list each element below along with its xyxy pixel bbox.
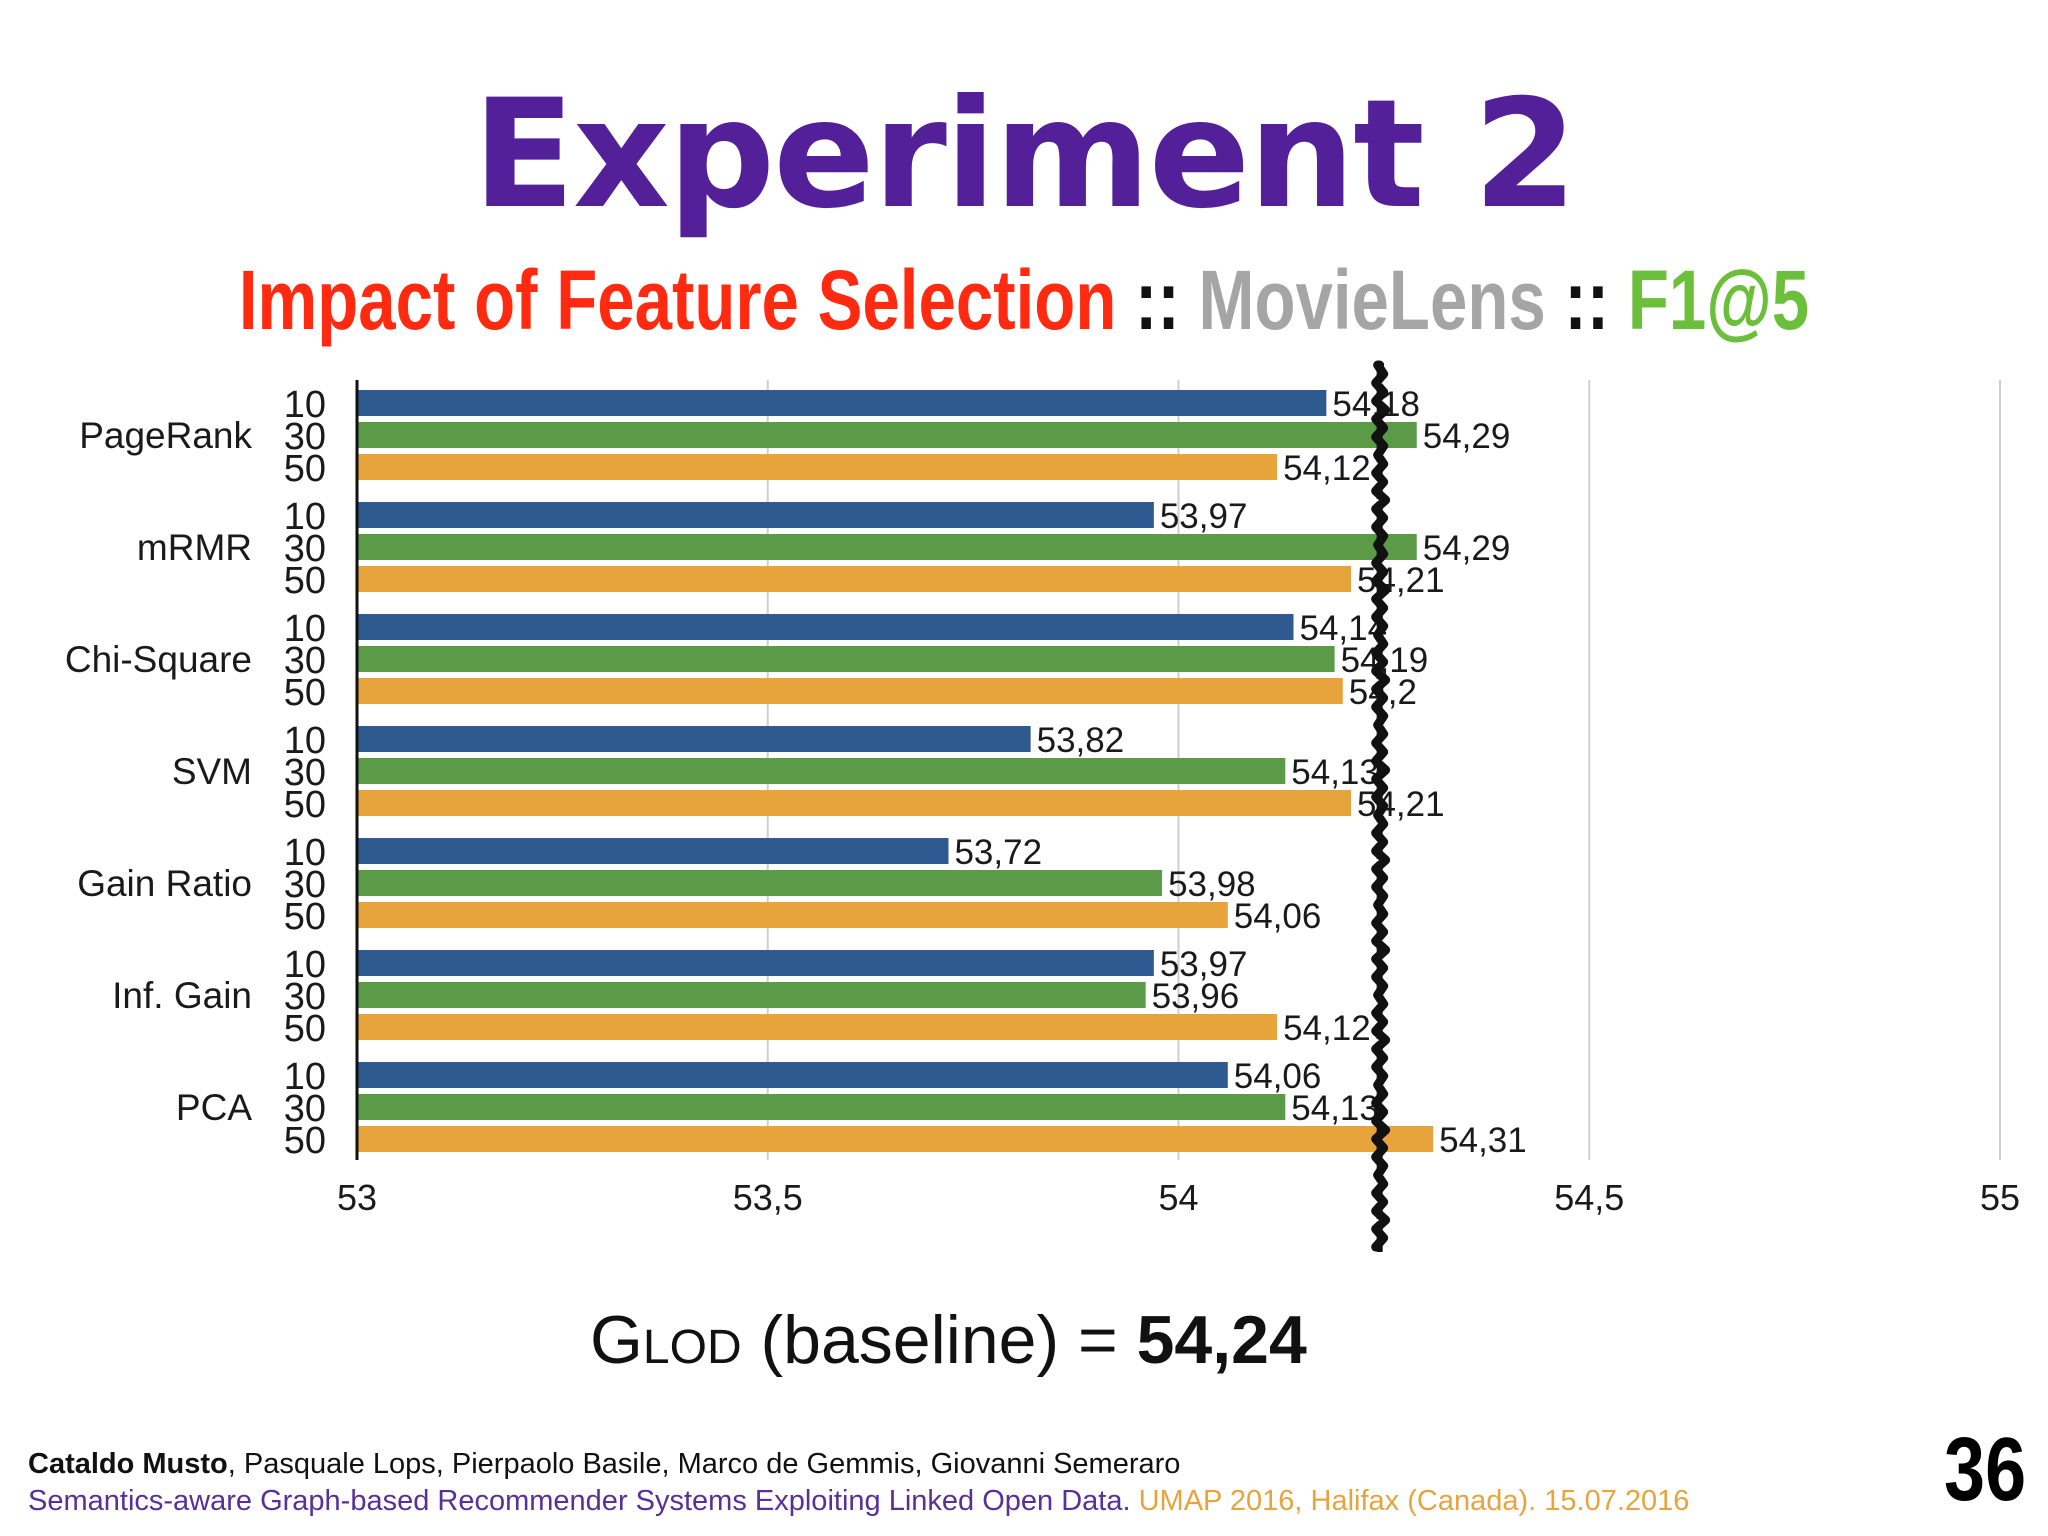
slide-subtitle: Impact of Feature Selection :: MovieLens… — [205, 250, 1843, 350]
baseline-label-subscript: LOD — [642, 1321, 742, 1374]
series-tick-label: 10 — [284, 608, 326, 650]
bar — [357, 614, 1294, 640]
data-label: 54,06 — [1234, 897, 1322, 936]
x-tick-label: 54,5 — [1554, 1177, 1624, 1218]
series-tick-label: 50 — [284, 672, 326, 714]
bar — [357, 502, 1154, 528]
category-label: SVM — [172, 751, 252, 792]
data-label: 53,82 — [1037, 721, 1125, 760]
bar — [357, 758, 1286, 784]
series-tick-label: 30 — [284, 752, 326, 794]
series-tick-label: 30 — [284, 640, 326, 682]
series-tick-label: 10 — [284, 720, 326, 762]
series-tick-label: 10 — [284, 1056, 326, 1098]
bar — [357, 422, 1417, 448]
paper-reference: Semantics-aware Graph-based Recommender … — [28, 1485, 1689, 1518]
slide-title: Experiment 2 — [472, 68, 1578, 242]
paper-venue: UMAP 2016, Halifax (Canada). 15.07.2016 — [1130, 1485, 1690, 1517]
series-tick-label: 50 — [284, 1120, 326, 1162]
x-tick-label: 53,5 — [733, 1177, 803, 1218]
data-label: 54,13 — [1291, 1089, 1379, 1128]
data-label: 53,97 — [1160, 497, 1248, 536]
data-label: 54,12 — [1283, 1009, 1371, 1048]
bar — [357, 566, 1352, 592]
bar — [357, 454, 1278, 480]
category-label: mRMR — [137, 527, 252, 568]
subtitle-separator: :: — [1116, 253, 1199, 347]
bar — [357, 950, 1154, 976]
series-tick-label: 30 — [284, 528, 326, 570]
bar — [357, 678, 1343, 704]
category-label: PageRank — [79, 415, 252, 456]
series-tick-label: 50 — [284, 560, 326, 602]
x-tick-label: 54 — [1158, 1177, 1198, 1218]
bar — [357, 838, 949, 864]
series-tick-label: 50 — [284, 896, 326, 938]
data-label: 53,98 — [1168, 865, 1256, 904]
slide-number: 36 — [1943, 1420, 2026, 1520]
bar — [357, 390, 1327, 416]
series-tick-label: 10 — [284, 384, 326, 426]
data-label: 54,29 — [1423, 417, 1511, 456]
series-tick-label: 30 — [284, 976, 326, 1018]
series-tick-label: 30 — [284, 416, 326, 458]
data-label: 54,12 — [1283, 449, 1371, 488]
subtitle-dataset: MovieLens — [1198, 253, 1546, 347]
x-tick-label: 55 — [1980, 1177, 2020, 1218]
bar — [357, 1014, 1278, 1040]
author-list: Cataldo Musto, Pasquale Lops, Pierpaolo … — [28, 1448, 1180, 1481]
x-tick-label: 53 — [337, 1177, 377, 1218]
data-label: 54,06 — [1234, 1057, 1322, 1096]
subtitle-topic: Impact of Feature Selection — [238, 253, 1117, 347]
bar — [357, 982, 1146, 1008]
baseline-value: 54,24 — [1136, 1302, 1307, 1378]
category-label: Chi-Square — [65, 639, 252, 680]
bar — [357, 790, 1352, 816]
series-tick-label: 50 — [284, 1008, 326, 1050]
data-label: 53,96 — [1152, 977, 1240, 1016]
baseline-label-prefix: G — [590, 1302, 643, 1378]
bar — [357, 726, 1031, 752]
bar — [357, 870, 1163, 896]
series-tick-label: 10 — [284, 832, 326, 874]
bar — [357, 534, 1417, 560]
category-label: Gain Ratio — [77, 863, 252, 904]
series-tick-label: 30 — [284, 1088, 326, 1130]
baseline-label: GLOD (baseline) = 54,24 — [590, 1300, 1490, 1388]
data-label: 54,31 — [1439, 1121, 1527, 1160]
first-author: Cataldo Musto — [28, 1448, 228, 1480]
category-label: Inf. Gain — [112, 975, 252, 1016]
bar — [357, 902, 1228, 928]
series-tick-label: 30 — [284, 864, 326, 906]
subtitle-separator: :: — [1545, 253, 1628, 347]
data-label: 54,29 — [1423, 529, 1511, 568]
series-tick-label: 10 — [284, 944, 326, 986]
category-label: PCA — [176, 1087, 252, 1128]
bar — [357, 1094, 1286, 1120]
bar — [357, 1126, 1434, 1152]
series-tick-label: 10 — [284, 496, 326, 538]
bar — [357, 1062, 1228, 1088]
series-tick-label: 50 — [284, 784, 326, 826]
data-label: 54,21 — [1357, 785, 1445, 824]
data-label: 53,72 — [954, 833, 1042, 872]
bar — [357, 646, 1335, 672]
data-label: 53,97 — [1160, 945, 1248, 984]
series-tick-label: 50 — [284, 448, 326, 490]
data-label: 54,13 — [1291, 753, 1379, 792]
data-label: 54,21 — [1357, 561, 1445, 600]
subtitle-metric: F1@5 — [1627, 253, 1810, 347]
co-authors: , Pasquale Lops, Pierpaolo Basile, Marco… — [227, 1448, 1181, 1480]
paper-title: Semantics-aware Graph-based Recommender … — [28, 1485, 1131, 1517]
baseline-label-suffix: (baseline) = — [741, 1302, 1137, 1378]
